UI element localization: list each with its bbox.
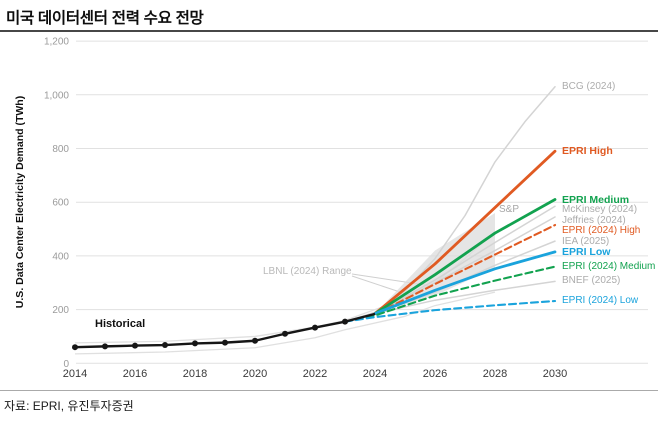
x-tick-label: 2026 <box>423 368 447 380</box>
x-tick-label: 2014 <box>63 368 87 380</box>
historical-point <box>342 318 348 325</box>
x-tick-label: 2024 <box>363 368 387 380</box>
series-line <box>373 198 557 316</box>
series-line <box>373 250 557 316</box>
range-line <box>74 291 496 355</box>
series-line <box>374 280 556 315</box>
series-line <box>373 149 557 316</box>
historical-point <box>72 344 78 351</box>
series-line <box>374 205 556 315</box>
sp-range-annotation: S&P <box>499 204 520 215</box>
footer-divider <box>0 390 658 391</box>
y-axis-title: U.S. Data Center Electricity Demand (TWh… <box>14 95 26 309</box>
x-tick-label: 2022 <box>303 368 327 380</box>
x-tick-label: 2028 <box>483 368 507 380</box>
x-tick-label: 2020 <box>243 368 267 380</box>
series-line <box>374 216 556 315</box>
y-tick-label: 1,000 <box>44 90 69 101</box>
title-divider <box>0 30 658 32</box>
y-tick-label: 400 <box>52 251 69 262</box>
historical-point <box>162 342 168 349</box>
historical-point <box>312 324 318 331</box>
historical-point <box>282 330 288 337</box>
historical-point <box>222 339 228 346</box>
historical-annotation: Historical <box>95 318 146 330</box>
lbnl-range-annotation: LBNL (2024) Range <box>263 266 352 277</box>
historical-point <box>102 343 108 350</box>
y-tick-label: 800 <box>52 144 69 155</box>
historical-point <box>132 342 138 349</box>
source-note: 자료: EPRI, 유진투자증권 <box>4 399 134 413</box>
page-title: 미국 데이터센터 전력 수요 전망 <box>6 10 204 27</box>
y-tick-label: 600 <box>52 198 69 209</box>
historical-point <box>252 337 258 344</box>
x-tick-label: 2030 <box>543 368 567 380</box>
series-line <box>343 265 557 323</box>
historical-point <box>192 340 198 347</box>
x-tick-label: 2018 <box>183 368 207 380</box>
series-line <box>343 299 557 323</box>
x-tick-label: 2016 <box>123 368 147 380</box>
y-tick-label: 1,200 <box>44 37 69 48</box>
y-tick-label: 200 <box>52 305 69 316</box>
series-line <box>343 223 557 323</box>
y-tick-label: 0 <box>63 359 69 370</box>
